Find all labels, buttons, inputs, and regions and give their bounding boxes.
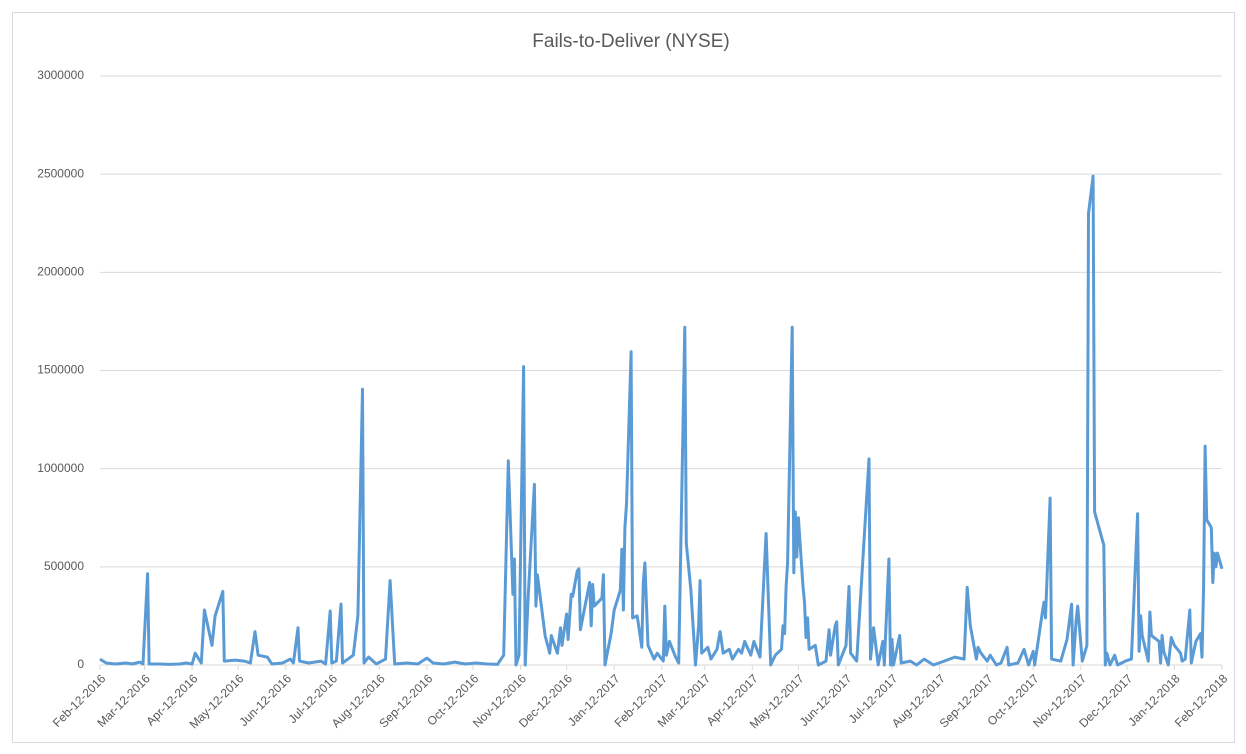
chart-frame [12,12,1235,743]
y-tick-label: 3000000 [37,68,84,82]
y-tick-label: 0 [77,657,84,671]
chart-title: Fails-to-Deliver (NYSE) [532,31,729,52]
y-tick-label: 2000000 [37,265,84,279]
data-line [99,174,1224,667]
y-tick-label: 1000000 [37,461,84,475]
y-tick-label: 1500000 [37,363,84,377]
y-tick-label: 500000 [44,559,84,573]
y-tick-label: 2500000 [37,166,84,180]
